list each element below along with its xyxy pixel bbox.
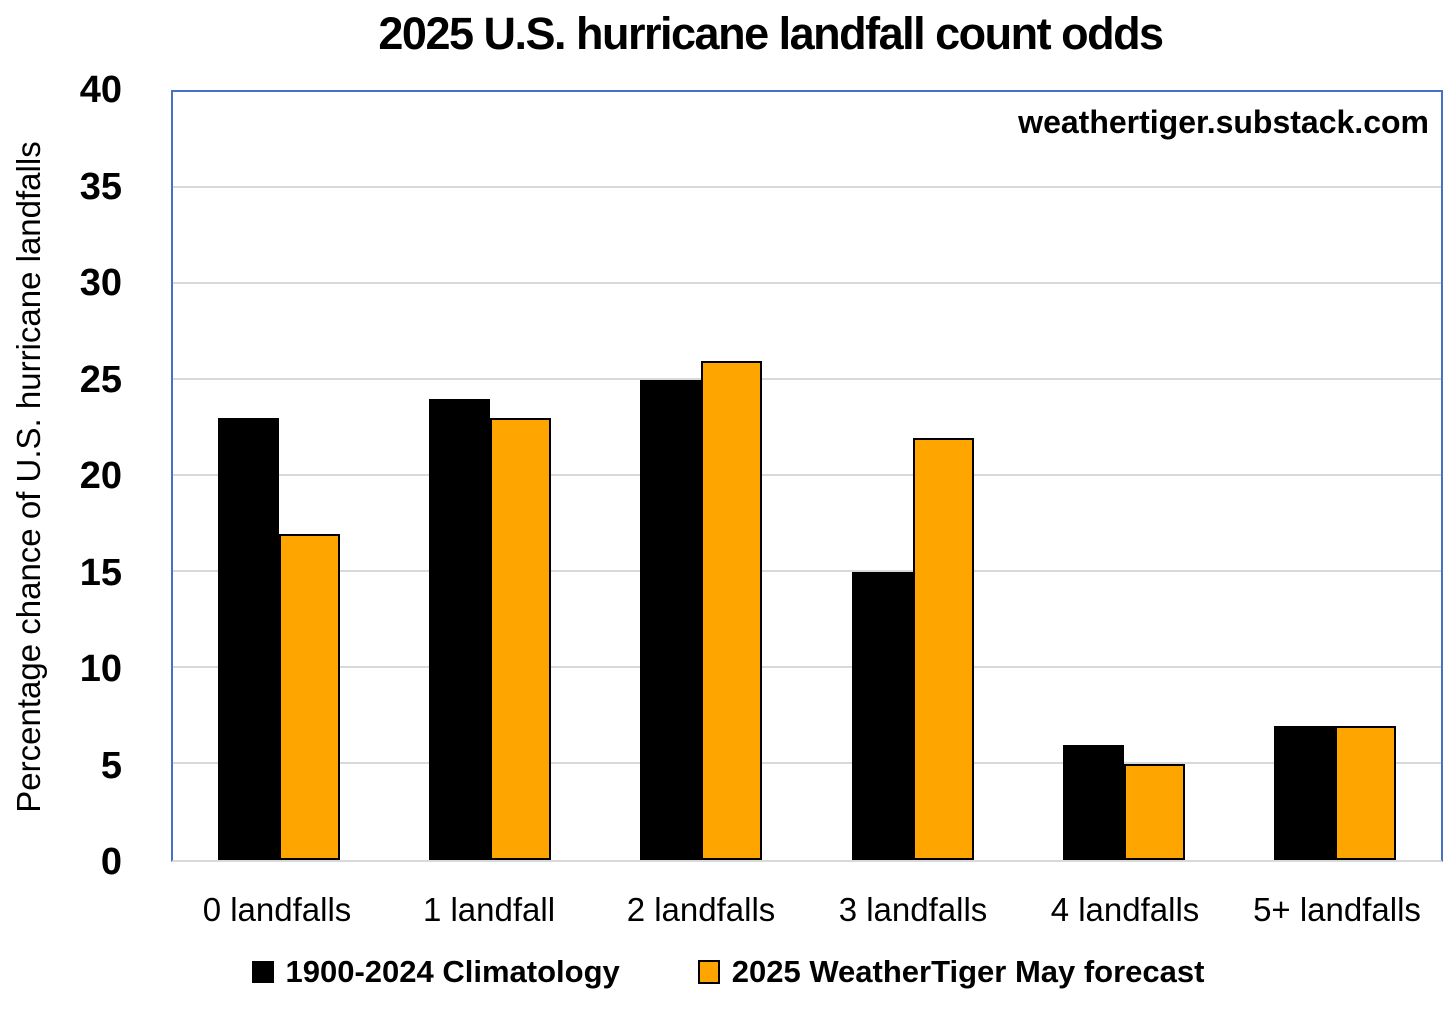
- bar-group: [807, 92, 1018, 860]
- y-tick-label: 0: [100, 841, 122, 883]
- bar-group: [1018, 92, 1229, 860]
- bar-forecast: [1123, 764, 1185, 860]
- y-tick-label: 25: [79, 358, 122, 401]
- legend-swatch-climatology: [251, 961, 274, 983]
- bar-climatology: [428, 399, 490, 860]
- legend-label-forecast: 2025 WeatherTiger May forecast: [731, 954, 1205, 989]
- y-tick-label: 30: [79, 262, 122, 304]
- y-tick-label: 35: [79, 165, 122, 208]
- legend-label-climatology: 1900-2024 Climatology: [285, 954, 620, 989]
- chart-title: 2025 U.S. hurricane landfall count odds: [378, 8, 1164, 59]
- x-category-label: 5+ landfalls: [1253, 891, 1421, 928]
- x-category-label: 0 landfalls: [202, 891, 352, 928]
- plot-area: weathertiger.substack.com: [171, 90, 1443, 862]
- x-category-label: 3 landfalls: [838, 891, 988, 928]
- y-tick-label: 40: [79, 69, 122, 111]
- bar-climatology: [1274, 725, 1336, 860]
- x-category-label: 4 landfalls: [1050, 891, 1200, 928]
- legend-item-forecast: 2025 WeatherTiger May forecast: [697, 954, 1205, 990]
- bar-group: [384, 92, 595, 860]
- gridline: [173, 762, 1441, 764]
- gridline: [173, 666, 1441, 668]
- bar-group: [173, 92, 384, 860]
- gridline: [173, 186, 1441, 188]
- y-tick-label: 20: [79, 455, 122, 497]
- bar-forecast: [278, 533, 340, 860]
- legend: 1900-2024 Climatology 2025 WeatherTiger M…: [0, 954, 1456, 990]
- bar-group: [596, 92, 807, 860]
- bar-forecast: [701, 360, 763, 860]
- bar-climatology: [851, 572, 913, 860]
- bar-forecast: [489, 418, 551, 860]
- x-tick-labels: 0 landfalls 1 landfall 2 landfalls 3 landfa…: [171, 888, 1443, 932]
- y-tick-label: 10: [79, 648, 122, 690]
- bar-group: [1230, 92, 1441, 860]
- legend-item-climatology: 1900-2024 Climatology: [251, 954, 620, 990]
- legend-swatch-forecast: [697, 960, 720, 984]
- bar-forecast: [912, 437, 974, 860]
- x-category-label: 1 landfall: [422, 891, 556, 928]
- bars-layer: [173, 92, 1441, 860]
- y-tick-labels: 0 5 10 15 20 25 30 35 40: [0, 71, 122, 881]
- bar-climatology: [217, 418, 279, 860]
- bar-forecast: [1335, 725, 1397, 860]
- gridline: [173, 474, 1441, 476]
- gridline: [173, 378, 1441, 380]
- y-tick-label: 5: [100, 744, 122, 787]
- bar-climatology: [640, 380, 702, 860]
- gridlines: [173, 92, 1441, 860]
- x-category-label: 2 landfalls: [626, 891, 776, 928]
- gridline: [173, 282, 1441, 284]
- watermark: weathertiger.substack.com: [1018, 104, 1429, 140]
- y-tick-label: 15: [79, 551, 122, 594]
- bar-climatology: [1062, 744, 1124, 860]
- gridline: [173, 570, 1441, 572]
